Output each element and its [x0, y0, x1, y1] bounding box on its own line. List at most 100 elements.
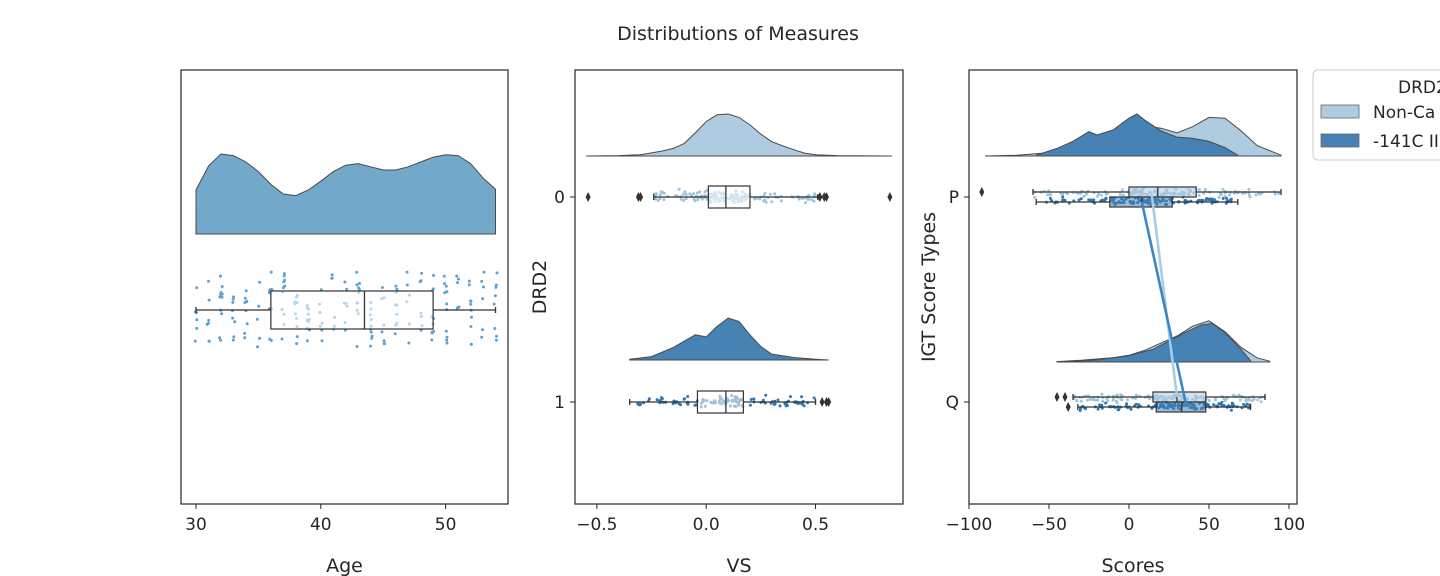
x-tick-label: 100	[1273, 515, 1305, 535]
q-rain-141c-point	[1096, 407, 1100, 411]
p-rain-non-ca-point	[1248, 195, 1252, 199]
age-rain-point	[231, 297, 235, 301]
panel-age: 30 40 50 Age	[180, 69, 509, 576]
age-rain-point	[358, 288, 361, 292]
age-rain-point	[207, 339, 211, 343]
drd2-1-rain-point	[671, 402, 675, 406]
y-axis-label: IGT Score Types	[918, 212, 940, 362]
drd2-1-rain-point	[749, 398, 753, 401]
p-boxplot-141c-box	[1109, 196, 1173, 208]
age-rain-point	[445, 302, 449, 306]
drd2-0-rain-point	[679, 197, 683, 201]
q-rain-141c-point	[1116, 408, 1120, 412]
p-rain-non-ca-point	[1227, 193, 1231, 197]
drd2-0-rain-point	[807, 193, 811, 197]
age-rain-point	[418, 280, 422, 284]
drd2-0-rain-point	[695, 191, 699, 195]
age-rain-point	[482, 285, 485, 289]
p-rain-141c-point	[1208, 197, 1211, 201]
q-rain-141c-point	[1125, 402, 1129, 406]
p-rain-141c-point	[1089, 198, 1093, 202]
drd2-1-rain-point	[686, 395, 690, 398]
age-rain-point	[232, 295, 235, 299]
age-rain-point	[256, 345, 259, 349]
x-tick-label: 50	[1198, 515, 1220, 535]
p-rain-non-ca-point	[1047, 193, 1051, 197]
age-rain-point	[430, 338, 434, 342]
p-rain-non-ca-point	[1241, 192, 1244, 195]
age-rain-point	[280, 337, 284, 341]
drd2-0-rain-point	[658, 197, 662, 200]
age-rain-point	[480, 335, 484, 339]
p-rain-141c-point	[1092, 198, 1096, 202]
p-rain-141c-point	[1104, 197, 1108, 201]
drd2-0-rain-point	[779, 199, 783, 203]
drd2-0-rain-point	[654, 197, 658, 201]
p-rain-non-ca-point	[1247, 187, 1251, 191]
figure-title: Distributions of Measures	[617, 23, 859, 45]
age-rain-point	[445, 335, 449, 339]
drd2-1-rain-point	[748, 403, 752, 407]
age-rain-point	[330, 276, 334, 280]
age-rain-point	[193, 339, 197, 343]
p-rain-non-ca-point	[1277, 192, 1281, 195]
age-rain-point	[432, 273, 435, 277]
p-boxplot-non-ca-box	[1128, 186, 1197, 198]
p-rain-non-ca-point	[1118, 192, 1122, 196]
drd2-1-rain-point	[778, 404, 782, 408]
age-density-cloud	[195, 153, 497, 235]
age-rain-point	[220, 285, 224, 288]
age-boxplot-box	[270, 290, 434, 330]
age-rain-point	[207, 279, 210, 283]
p-rain-non-ca-point	[1221, 187, 1225, 191]
q-rain-141c-point	[1206, 403, 1210, 407]
y-tick-label: 1	[554, 393, 565, 413]
p-rain-141c-point	[1197, 198, 1201, 202]
drd2-0-rain-point	[692, 197, 696, 201]
drd2-1-rain-point	[764, 393, 768, 397]
drd2-0-rain-point	[684, 197, 688, 201]
age-rain-point	[257, 304, 261, 308]
age-rain-point	[195, 286, 199, 290]
q-rain-141c-point	[1134, 402, 1138, 406]
drd2-1-outlier	[819, 397, 825, 407]
drd2-1-rain-point	[638, 402, 642, 406]
axes-frame	[180, 69, 509, 505]
q-rain-non-ca-point	[1134, 393, 1138, 397]
age-rain-point	[495, 271, 499, 275]
age-rain-point	[492, 302, 496, 306]
age-rain-point	[255, 317, 259, 321]
q-rain-non-ca-point	[1259, 400, 1263, 404]
age-rain-point	[219, 291, 223, 294]
x-tick-label: 50	[435, 515, 457, 535]
q-rain-141c-point	[1229, 408, 1233, 412]
age-rain-point	[394, 284, 398, 288]
q-rain-141c-point	[1078, 409, 1082, 412]
age-rain-point	[469, 325, 473, 328]
x-tick-label: 0	[1124, 515, 1135, 535]
drd2-1-outlier	[826, 397, 832, 407]
y-tick-label: P	[949, 188, 959, 208]
drd2-0-outlier	[585, 192, 591, 202]
drd2-0-rain-point	[764, 200, 768, 204]
age-rain-point	[469, 342, 473, 346]
drd2-0-rain-point	[813, 192, 816, 196]
age-rain-point	[430, 330, 434, 334]
p-rain-141c-point	[1079, 197, 1083, 201]
age-rain-point	[380, 330, 384, 334]
q-rain-non-ca-point	[1111, 397, 1115, 401]
q-rain-141c-point	[1129, 407, 1133, 411]
q-rain-non-ca-point	[1244, 399, 1248, 403]
p-rain-non-ca-point	[1198, 188, 1201, 191]
drd2-0-rain-point	[696, 198, 700, 202]
legend-swatch-non-ca	[1320, 104, 1360, 119]
q-rain-non-ca-point	[1088, 397, 1092, 401]
drd2-0-rain-point	[773, 192, 777, 196]
x-tick-label: 40	[310, 515, 332, 535]
drd2-0-rain-point	[797, 197, 801, 201]
age-rain-point	[219, 338, 223, 342]
age-rain-point	[393, 332, 397, 336]
y-axis-label: DRD2	[529, 260, 551, 315]
p-rain-non-ca-point	[1120, 188, 1124, 192]
p-rain-141c-point	[1210, 197, 1214, 201]
